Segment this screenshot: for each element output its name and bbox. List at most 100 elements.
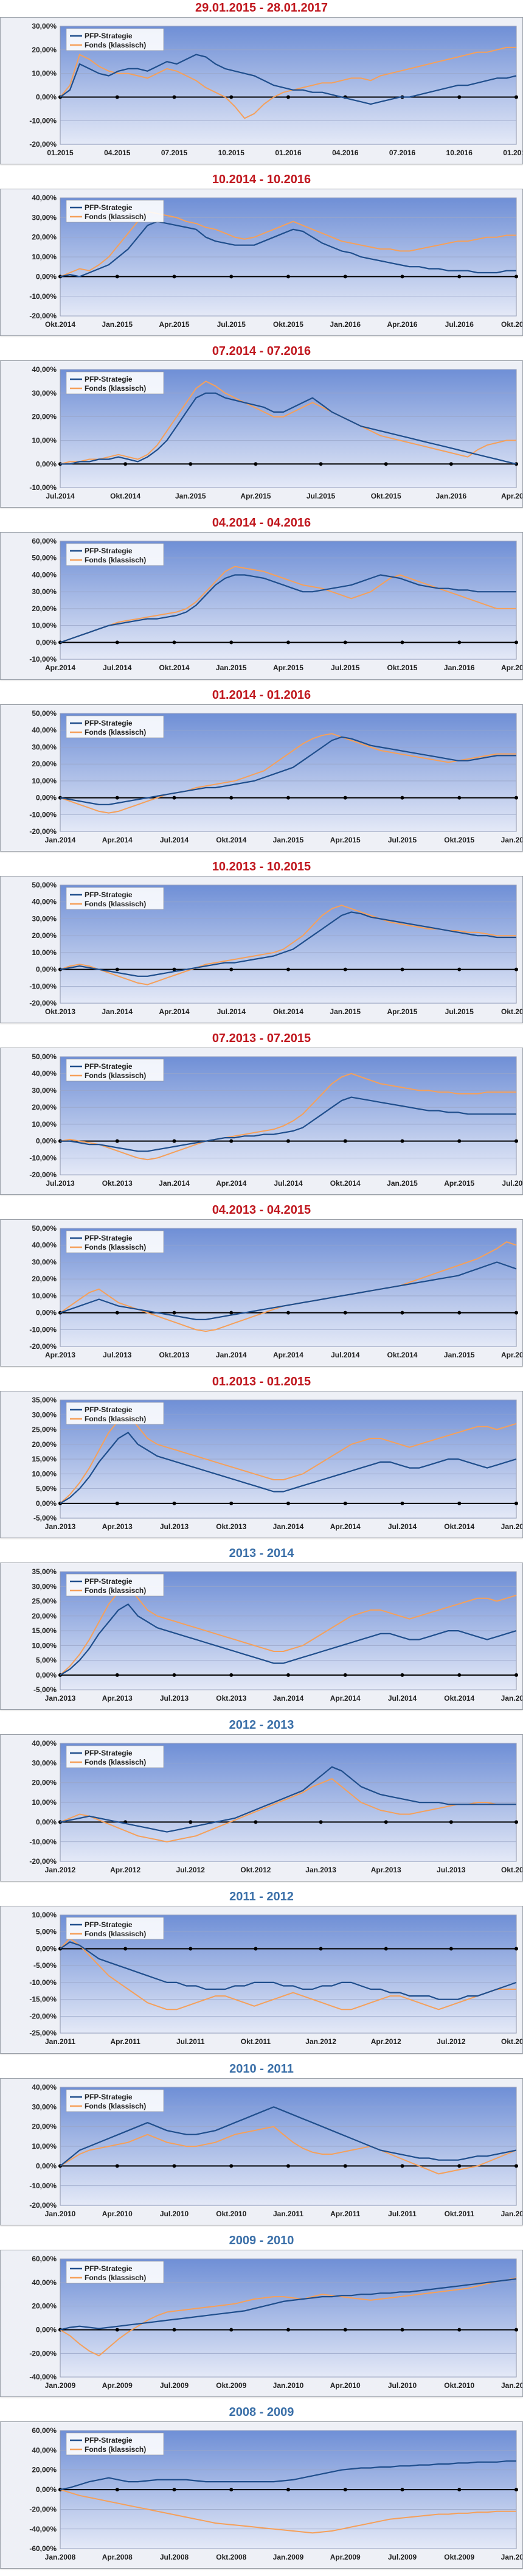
legend-label: Fonds (klassisch) xyxy=(85,1071,146,1080)
y-tick-label: 20,00% xyxy=(32,2301,57,2310)
x-tick-label: Jul.2013 xyxy=(160,1694,189,1703)
y-tick-label: 30,00% xyxy=(32,1759,57,1768)
zero-line-marker xyxy=(457,1501,462,1505)
x-tick-label: Apr.2016 xyxy=(387,320,418,329)
x-tick-label: Okt.2015 xyxy=(387,664,418,673)
series-line-strategy xyxy=(60,1766,516,1833)
zero-line-marker xyxy=(172,2164,176,2168)
zero-line-marker xyxy=(514,2487,518,2491)
chart-title: 07.2014 - 07.2016 xyxy=(212,345,311,359)
y-tick-label: 0,00% xyxy=(36,1818,57,1827)
legend-label: Fonds (klassisch) xyxy=(85,1415,146,1423)
legend-label: Fonds (klassisch) xyxy=(85,556,146,564)
y-tick-label: 30,00% xyxy=(32,389,57,397)
x-tick-label: Okt.2012 xyxy=(501,2038,522,2046)
y-tick-label: 20,00% xyxy=(32,1612,57,1620)
zero-line-marker xyxy=(286,796,290,800)
x-tick-label: Jan.2011 xyxy=(501,2381,522,2390)
x-tick-label: Jan.2011 xyxy=(273,2210,303,2218)
line-chart: 10,00% 5,00% 0,00% -5,00% -10,00% -15,00% -20,… xyxy=(29,1911,522,2046)
y-tick-label: -5,00% xyxy=(33,1962,57,1970)
y-tick-label: 10,00% xyxy=(32,948,57,957)
y-tick-label: -20,00% xyxy=(29,827,57,836)
x-tick-label: Jul.2015 xyxy=(388,836,417,844)
y-tick-label: -20,00% xyxy=(29,2505,57,2513)
x-tick-label: Okt.2014 xyxy=(216,836,246,844)
y-tick-label: 60,00% xyxy=(32,537,57,545)
x-tick-label: Jan.2015 xyxy=(387,1179,418,1188)
zero-line-marker xyxy=(172,2328,176,2332)
chart-frame: 35,00% 30,00% 25,00% 20,00% 15,00% 10,00% 5,00… xyxy=(0,1563,523,1710)
y-tick-label: -10,00% xyxy=(29,2181,57,2189)
zero-line-marker xyxy=(172,1501,176,1505)
x-tick-label: Jan.2010 xyxy=(45,2210,76,2218)
chart-title: 01.2014 - 01.2016 xyxy=(212,688,311,702)
y-tick-label: -10,00% xyxy=(29,1978,57,1987)
zero-line-marker xyxy=(457,640,462,645)
chart-frame: 50,00% 40,00% 30,00% 20,00% 10,00% 0,00% -10,0… xyxy=(0,704,523,852)
x-tick-label: Okt.2013 xyxy=(216,1522,246,1531)
y-tick-label: 10,00% xyxy=(32,436,57,445)
x-tick-label: Okt.2015 xyxy=(371,492,401,500)
y-tick-label: -10,00% xyxy=(29,483,57,492)
x-tick-label: Okt.2015 xyxy=(501,1007,522,1016)
x-tick-label: Jul.2013 xyxy=(46,1179,75,1188)
y-tick-label: 5,00% xyxy=(36,1928,57,1936)
y-tick-label: 0,00% xyxy=(36,2161,57,2170)
chart-title: 10.2014 - 10.2016 xyxy=(212,173,311,187)
y-tick-label: -10,00% xyxy=(29,982,57,990)
series-line-strategy xyxy=(60,736,516,805)
zero-line-marker xyxy=(319,1820,323,1824)
zero-line-marker xyxy=(343,640,347,645)
zero-line-marker xyxy=(400,1311,404,1315)
y-tick-label: 25,00% xyxy=(32,1597,57,1606)
x-tick-label: Jul.2010 xyxy=(388,2381,417,2390)
y-tick-label: 20,00% xyxy=(32,1440,57,1449)
zero-line-marker xyxy=(514,1947,518,1951)
legend-box xyxy=(66,1917,164,1940)
legend-box xyxy=(66,371,164,394)
zero-line-marker xyxy=(514,796,518,800)
y-tick-label: 30,00% xyxy=(32,588,57,597)
y-tick-label: 0,00% xyxy=(36,2485,57,2494)
x-tick-label: Apr.2009 xyxy=(102,2381,133,2390)
zero-line-marker xyxy=(286,640,290,645)
zero-line-marker xyxy=(343,2328,347,2332)
zero-line-marker xyxy=(514,1501,518,1505)
zero-line-marker xyxy=(115,2487,119,2491)
y-tick-label: 40,00% xyxy=(32,571,57,579)
x-tick-label: Okt.2009 xyxy=(216,2381,246,2390)
zero-line-marker xyxy=(254,462,258,466)
x-tick-label: Apr.2013 xyxy=(45,1351,75,1359)
legend-label: PFP-Strategie xyxy=(85,2436,133,2445)
x-tick-label: Jan.2015 xyxy=(501,1522,522,1531)
series-line-fund xyxy=(60,2488,516,2534)
y-tick-label: -20,00% xyxy=(29,2201,57,2210)
zero-line-marker xyxy=(400,967,404,971)
zero-line-marker xyxy=(229,1501,234,1505)
y-tick-label: 30,00% xyxy=(32,1258,57,1266)
y-tick-label: 30,00% xyxy=(32,1086,57,1094)
x-tick-label: Jul.2009 xyxy=(388,2553,417,2561)
zero-line-marker xyxy=(123,1947,128,1951)
legend-label: PFP-Strategie xyxy=(85,1920,133,1929)
chart-panel: 04.2014 - 04.2016 60,00% 50,00% 40,00% 30,00… xyxy=(0,515,523,687)
zero-line-marker xyxy=(286,1501,290,1505)
zero-line-marker xyxy=(457,275,462,279)
legend-box xyxy=(66,1059,164,1082)
chart-frame: 60,00% 40,00% 20,00% 0,00% -20,00% -40,00% -60… xyxy=(0,2421,523,2569)
y-tick-label: 40,00% xyxy=(32,194,57,202)
y-tick-label: 30,00% xyxy=(32,914,57,923)
zero-line-marker xyxy=(172,640,176,645)
y-tick-label: 20,00% xyxy=(32,1779,57,1787)
legend-label: PFP-Strategie xyxy=(85,2093,133,2101)
zero-line-marker xyxy=(229,95,234,99)
y-tick-label: 50,00% xyxy=(32,709,57,718)
zero-line-marker xyxy=(514,1820,518,1824)
y-tick-label: -5,00% xyxy=(33,1514,57,1522)
line-chart: 40,00% 30,00% 20,00% 10,00% 0,00% -10,00% -20,… xyxy=(29,1739,522,1874)
x-tick-label: Apr.2009 xyxy=(330,2553,361,2561)
x-tick-label: Jan.2015 xyxy=(330,1007,361,1016)
chart-frame: 30,00% 20,00% 10,00% 0,00% -10,00% -20,00% 01.… xyxy=(0,17,523,165)
x-tick-label: Okt.2014 xyxy=(387,1351,418,1359)
